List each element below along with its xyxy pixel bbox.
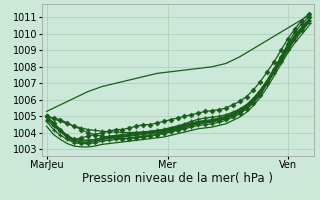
- X-axis label: Pression niveau de la mer( hPa ): Pression niveau de la mer( hPa ): [82, 172, 273, 185]
